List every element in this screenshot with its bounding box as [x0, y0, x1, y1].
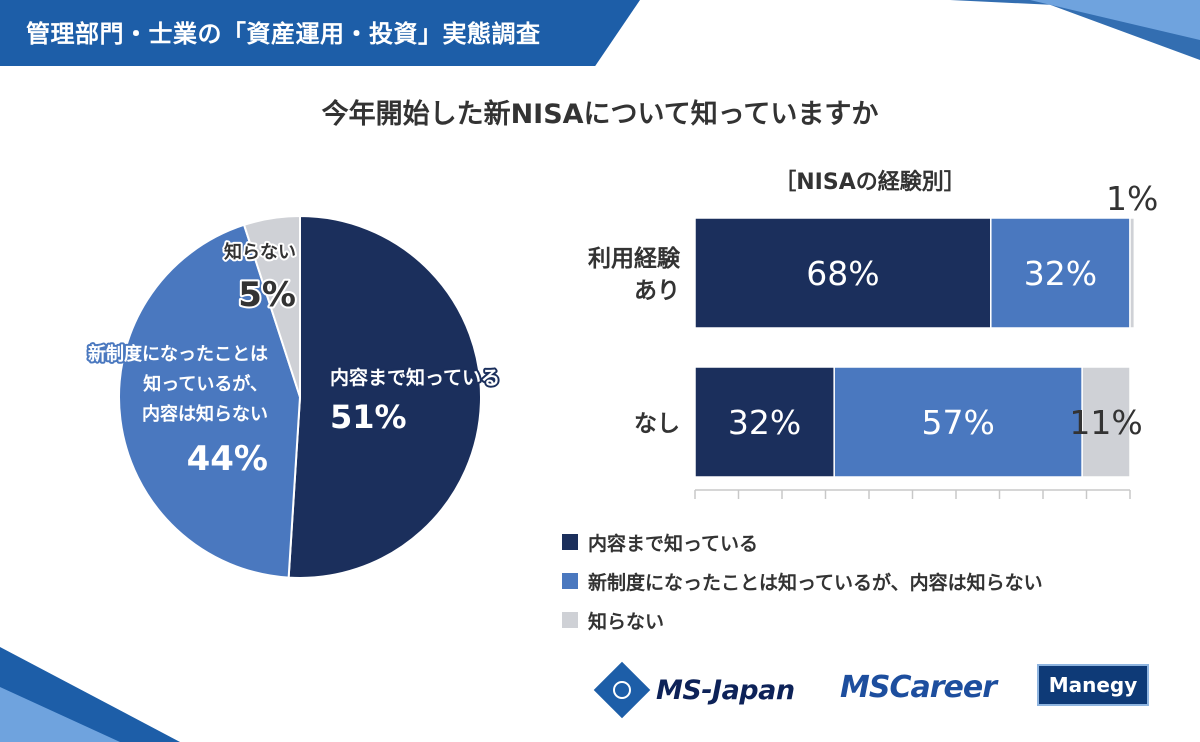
pie-label: 51% — [330, 398, 407, 436]
bar-category-label: あり — [634, 278, 680, 304]
pie-label: 知らない — [224, 241, 296, 263]
pie-label: 新制度になったことは — [88, 343, 268, 365]
legend-label: 知らない — [588, 610, 665, 633]
bar-category-label: なし — [634, 411, 680, 437]
bar-data-label: 11% — [1069, 403, 1142, 442]
pie-slice-know-content — [287, 214, 482, 579]
msjapan-logo-text: MS-Japan — [656, 674, 795, 706]
bar-data-label: 32% — [1024, 254, 1097, 293]
legend-swatch — [562, 612, 578, 628]
header-band — [0, 0, 640, 66]
pie-label: 知っているが、 — [143, 373, 268, 395]
pie-slice-know-system — [118, 223, 302, 579]
mscareer-logo: MSCareer — [840, 670, 997, 705]
question-title: 今年開始した新NISAについて知っていますか — [321, 99, 879, 130]
legend-label: 新制度になったことは知っているが、内容は知らない — [588, 571, 1043, 594]
bar-segment-know-system — [990, 217, 1131, 329]
bar-segment-dont-know — [1081, 366, 1131, 478]
legend-swatch — [562, 534, 578, 550]
bar-segment-know-system — [833, 366, 1083, 478]
bar-category-label: 利用経験 — [588, 245, 681, 272]
bar-chart-title: ［NISAの経験別］ — [774, 170, 966, 195]
legend-item: 新制度になったことは知っているが、内容は知らない — [562, 569, 1043, 594]
manegy-logo: Manegy — [1037, 664, 1149, 706]
pie-label: 内容は知らない — [142, 403, 268, 425]
bar-data-label: 57% — [921, 403, 994, 442]
pie-label: 44% — [187, 439, 268, 479]
legend-item: 内容まで知っている — [562, 530, 1043, 555]
pie-label: 内容まで知っている — [330, 366, 500, 389]
msjapan-mark-icon — [593, 661, 651, 719]
legend-label: 内容まで知っている — [588, 532, 759, 555]
legend-swatch — [562, 573, 578, 589]
bar-data-label: 68% — [806, 254, 879, 293]
legend: 内容まで知っている 新制度になったことは知っているが、内容は知らない 知らない — [562, 530, 1043, 647]
pie-label: 5% — [238, 275, 296, 315]
legend-item: 知らない — [562, 608, 1043, 633]
header-title: 管理部門・士業の「資産運用・投資」実態調査 — [26, 20, 541, 48]
msjapan-logo: MS-Japan — [593, 660, 795, 720]
bar-data-label: 32% — [728, 403, 801, 442]
bar-segment-dont-know — [1129, 217, 1136, 329]
pie-slice-dont-know — [242, 214, 301, 398]
bar-data-label: 1% — [1106, 179, 1158, 218]
bar-segment-know-content — [694, 217, 992, 329]
bar-segment-know-content — [694, 366, 835, 478]
